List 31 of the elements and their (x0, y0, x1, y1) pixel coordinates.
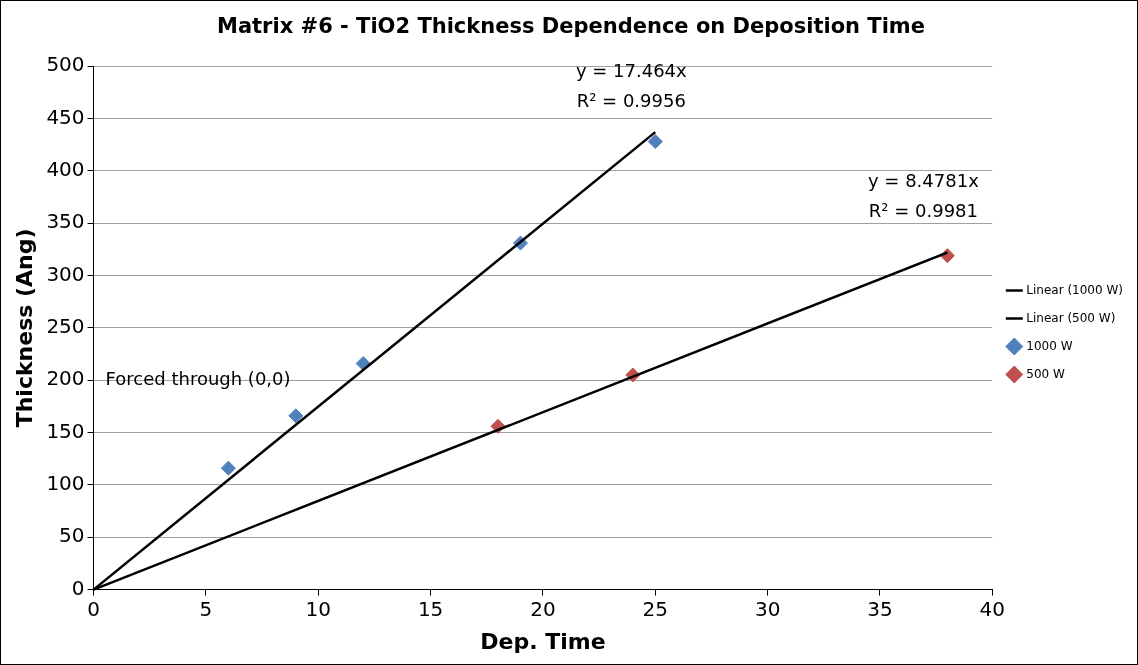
x-tick-label: 5 (199, 596, 213, 621)
y-tick-label: 350 (46, 209, 85, 234)
x-tick-label: 30 (754, 596, 781, 621)
x-tick-label: 40 (979, 596, 1006, 621)
annotation: Forced through (0,0) (105, 367, 291, 389)
y-tick-label: 200 (46, 366, 85, 391)
annotation: y = 8.4781x (867, 170, 980, 192)
x-tick-label: 15 (417, 596, 444, 621)
chart-title: Matrix #6 - TiO2 Thickness Dependence on Deposition Time (217, 14, 925, 39)
y-tick-label: 250 (46, 314, 85, 339)
legend-label: Linear (1000 W) (1026, 282, 1124, 297)
legend-label: 500 W (1026, 366, 1066, 381)
x-tick-label: 25 (642, 596, 669, 621)
x-axis-title: Dep. Time (480, 628, 606, 654)
annotation: R² = 0.9956 (576, 89, 686, 111)
x-tick-label: 20 (530, 596, 556, 621)
legend-label: 1000 W (1026, 338, 1073, 353)
legend-label: Linear (500 W) (1026, 310, 1116, 325)
annotation: y = 17.464x (575, 59, 688, 81)
x-tick-label: 35 (867, 596, 893, 621)
y-tick-label: 500 (46, 52, 85, 77)
y-tick-label: 400 (46, 157, 85, 182)
y-tick-label: 50 (59, 523, 85, 548)
y-tick-label: 450 (46, 104, 85, 129)
y-tick-label: 0 (71, 575, 85, 600)
y-tick-label: 100 (46, 471, 85, 496)
x-tick-label: 10 (305, 596, 331, 621)
y-tick-label: 150 (46, 418, 85, 443)
y-tick-label: 300 (46, 261, 85, 286)
annotation: R² = 0.9981 (868, 200, 978, 222)
y-axis-title: Thickness (Ang) (11, 228, 37, 428)
